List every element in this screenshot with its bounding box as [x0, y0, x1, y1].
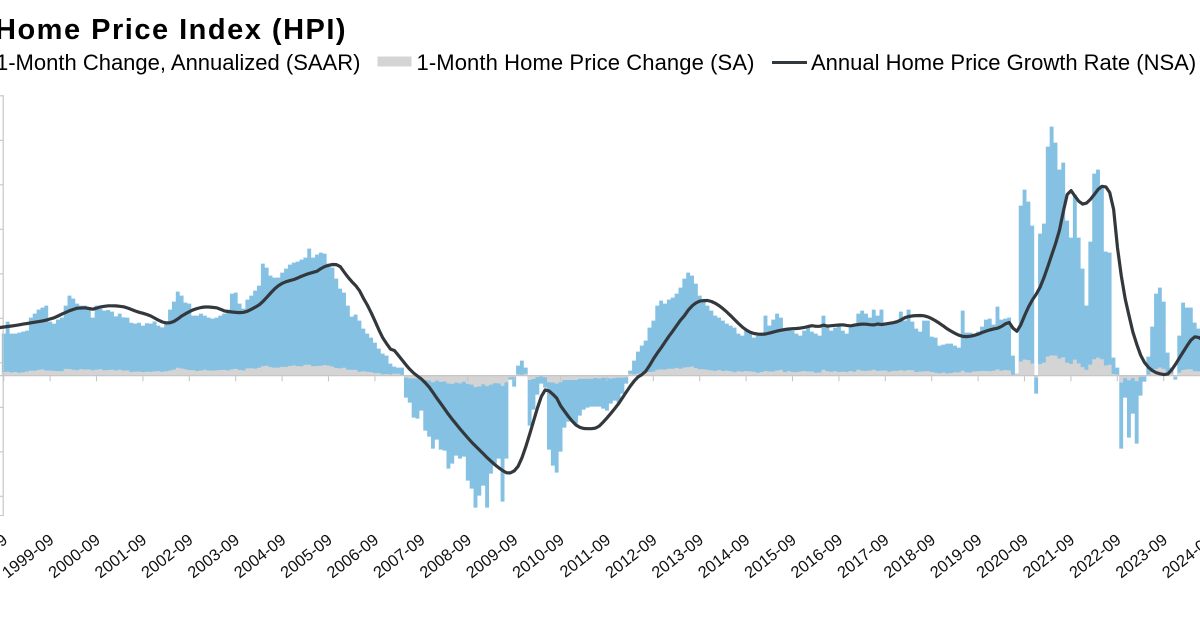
svg-text:2003-09: 2003-09 — [184, 531, 242, 582]
svg-text:2018-09: 2018-09 — [880, 531, 938, 582]
svg-text:2010-09: 2010-09 — [509, 531, 567, 582]
svg-text:Annual Home Price Growth Rate: Annual Home Price Growth Rate (NSA) — [811, 50, 1196, 75]
svg-text:2014-09: 2014-09 — [695, 531, 753, 582]
svg-text:1-Month Home Price Change (SA): 1-Month Home Price Change (SA) — [417, 50, 755, 75]
svg-text:2013-09: 2013-09 — [648, 531, 706, 582]
svg-text:2007-09: 2007-09 — [370, 531, 428, 582]
svg-text:2017-09: 2017-09 — [834, 531, 892, 582]
svg-text:2021-09: 2021-09 — [1020, 531, 1078, 582]
svg-text:2012-09: 2012-09 — [602, 531, 660, 582]
svg-text:2002-09: 2002-09 — [138, 531, 196, 582]
svg-text:2009-09: 2009-09 — [463, 531, 521, 582]
svg-text:2006-09: 2006-09 — [324, 531, 382, 582]
svg-text:2008-09: 2008-09 — [416, 531, 474, 582]
svg-text:2023-09: 2023-09 — [1112, 531, 1170, 582]
svg-text:2022-09: 2022-09 — [1066, 531, 1124, 582]
svg-text:2015-09: 2015-09 — [741, 531, 799, 582]
svg-text:2020-09: 2020-09 — [973, 531, 1031, 582]
svg-text:2005-09: 2005-09 — [277, 531, 335, 582]
svg-text:Home Price Index (HPI): Home Price Index (HPI) — [0, 14, 347, 46]
svg-text:1-Month Change, Annualized (SA: 1-Month Change, Annualized (SAAR) — [0, 50, 360, 75]
svg-text:2001-09: 2001-09 — [92, 531, 150, 582]
svg-text:2000-09: 2000-09 — [45, 531, 103, 582]
svg-text:2016-09: 2016-09 — [788, 531, 846, 582]
svg-text:2019-09: 2019-09 — [927, 531, 985, 582]
svg-text:2004-09: 2004-09 — [231, 531, 289, 582]
svg-text:1999-09: 1999-09 — [0, 531, 57, 582]
